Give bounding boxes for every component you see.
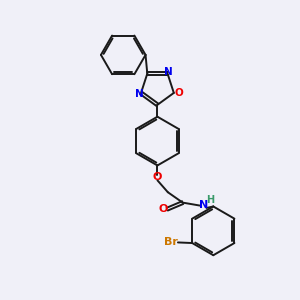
Text: O: O bbox=[159, 204, 168, 214]
Text: Br: Br bbox=[164, 237, 178, 248]
Text: N: N bbox=[164, 67, 173, 77]
Text: O: O bbox=[153, 172, 162, 182]
Text: H: H bbox=[206, 195, 214, 205]
Text: N: N bbox=[135, 89, 144, 99]
Text: O: O bbox=[174, 88, 183, 98]
Text: N: N bbox=[199, 200, 208, 210]
